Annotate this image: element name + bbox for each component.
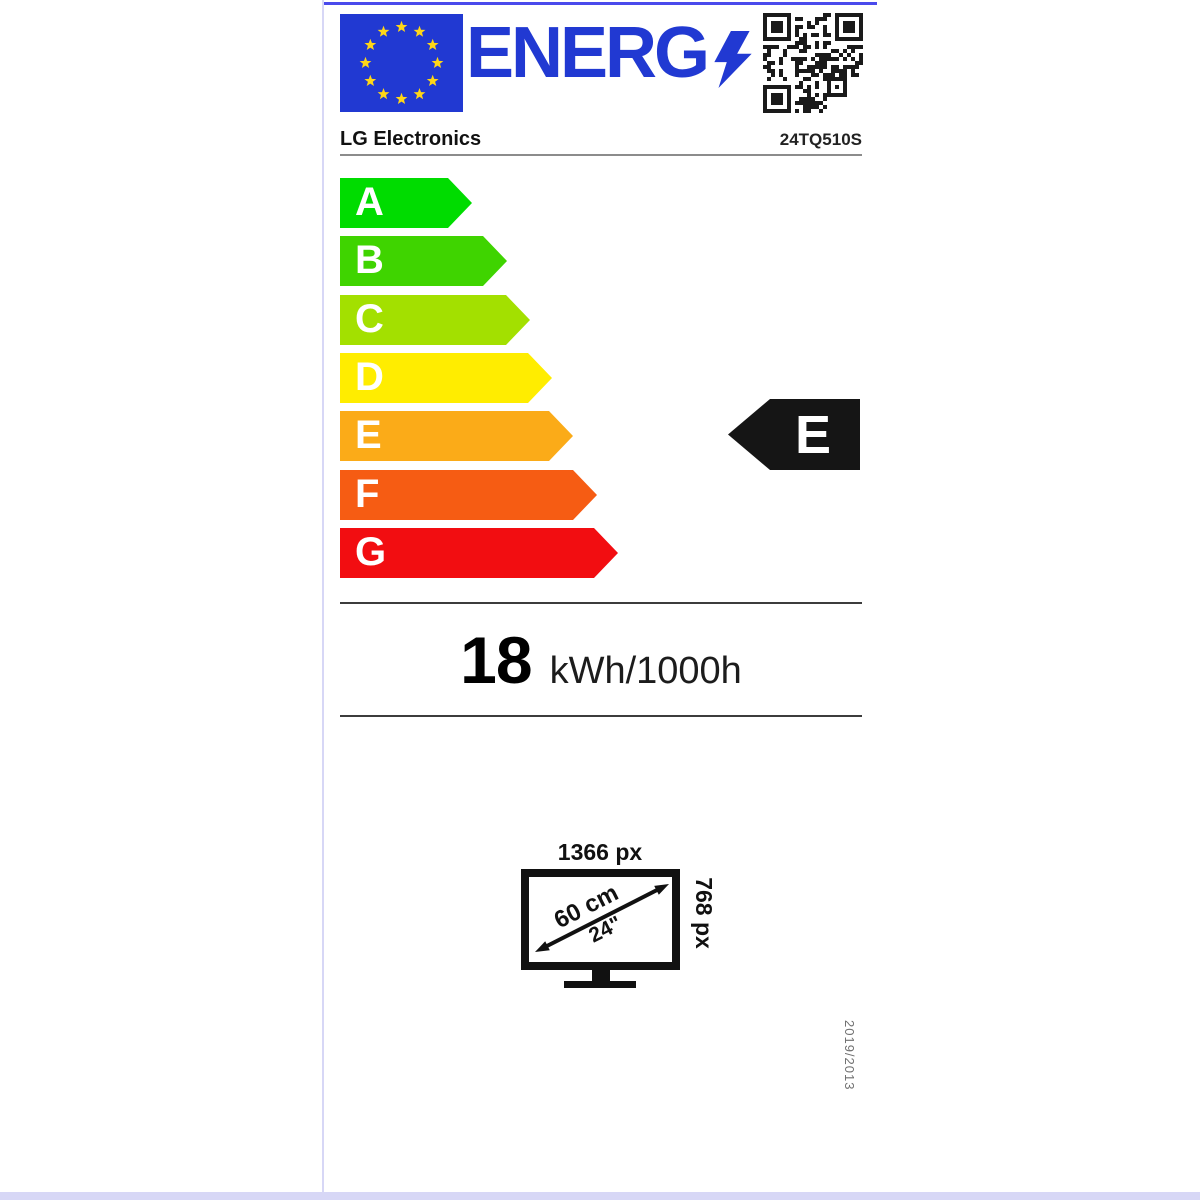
screen-outline bbox=[521, 869, 680, 970]
left-border-line bbox=[322, 0, 324, 1192]
top-border-line bbox=[322, 2, 877, 5]
eu-flag-icon bbox=[340, 14, 463, 112]
supplier-name: LG Electronics bbox=[340, 128, 482, 150]
monitor-stand-base bbox=[564, 981, 636, 988]
diagonal-arrowhead-bottom bbox=[535, 941, 550, 952]
consumption-value: 18 bbox=[460, 623, 532, 697]
bottom-border-band bbox=[0, 1192, 1200, 1200]
grade-arrow-g: G bbox=[340, 528, 618, 578]
grade-arrow-d: D bbox=[340, 353, 552, 403]
grade-arrow-b: B bbox=[340, 236, 507, 286]
consumption-divider-top bbox=[340, 602, 862, 604]
brand-row: LG Electronics 24TQ510S bbox=[340, 128, 862, 151]
model-identifier: 24TQ510S bbox=[779, 130, 862, 149]
consumption-divider-bottom bbox=[340, 715, 862, 717]
grade-arrow-e: E bbox=[340, 411, 573, 461]
grade-arrow-c: C bbox=[340, 295, 530, 345]
resolution-height-label: 768 px bbox=[691, 877, 717, 949]
diagonal-arrowhead-top bbox=[654, 884, 669, 895]
monitor-pictogram: 1366 px 768 px 60 cm 24" bbox=[521, 839, 717, 988]
header-divider bbox=[340, 154, 862, 156]
energy-consumption: 18 kWh/1000h bbox=[340, 622, 862, 708]
lightning-bolt-icon bbox=[714, 31, 752, 88]
monitor-stand-neck bbox=[592, 970, 610, 981]
diagonal-arrow-line bbox=[544, 887, 660, 949]
regulation-reference: 2019/2013 bbox=[842, 1020, 857, 1091]
resolution-width-label: 1366 px bbox=[558, 839, 643, 865]
qr-code[interactable] bbox=[763, 13, 863, 113]
energ-logo-text: ENERG bbox=[466, 13, 710, 93]
grade-arrow-f: F bbox=[340, 470, 597, 520]
rated-class-arrow: E bbox=[728, 399, 860, 470]
grade-arrow-a: A bbox=[340, 178, 472, 228]
consumption-unit: kWh/1000h bbox=[549, 650, 742, 692]
